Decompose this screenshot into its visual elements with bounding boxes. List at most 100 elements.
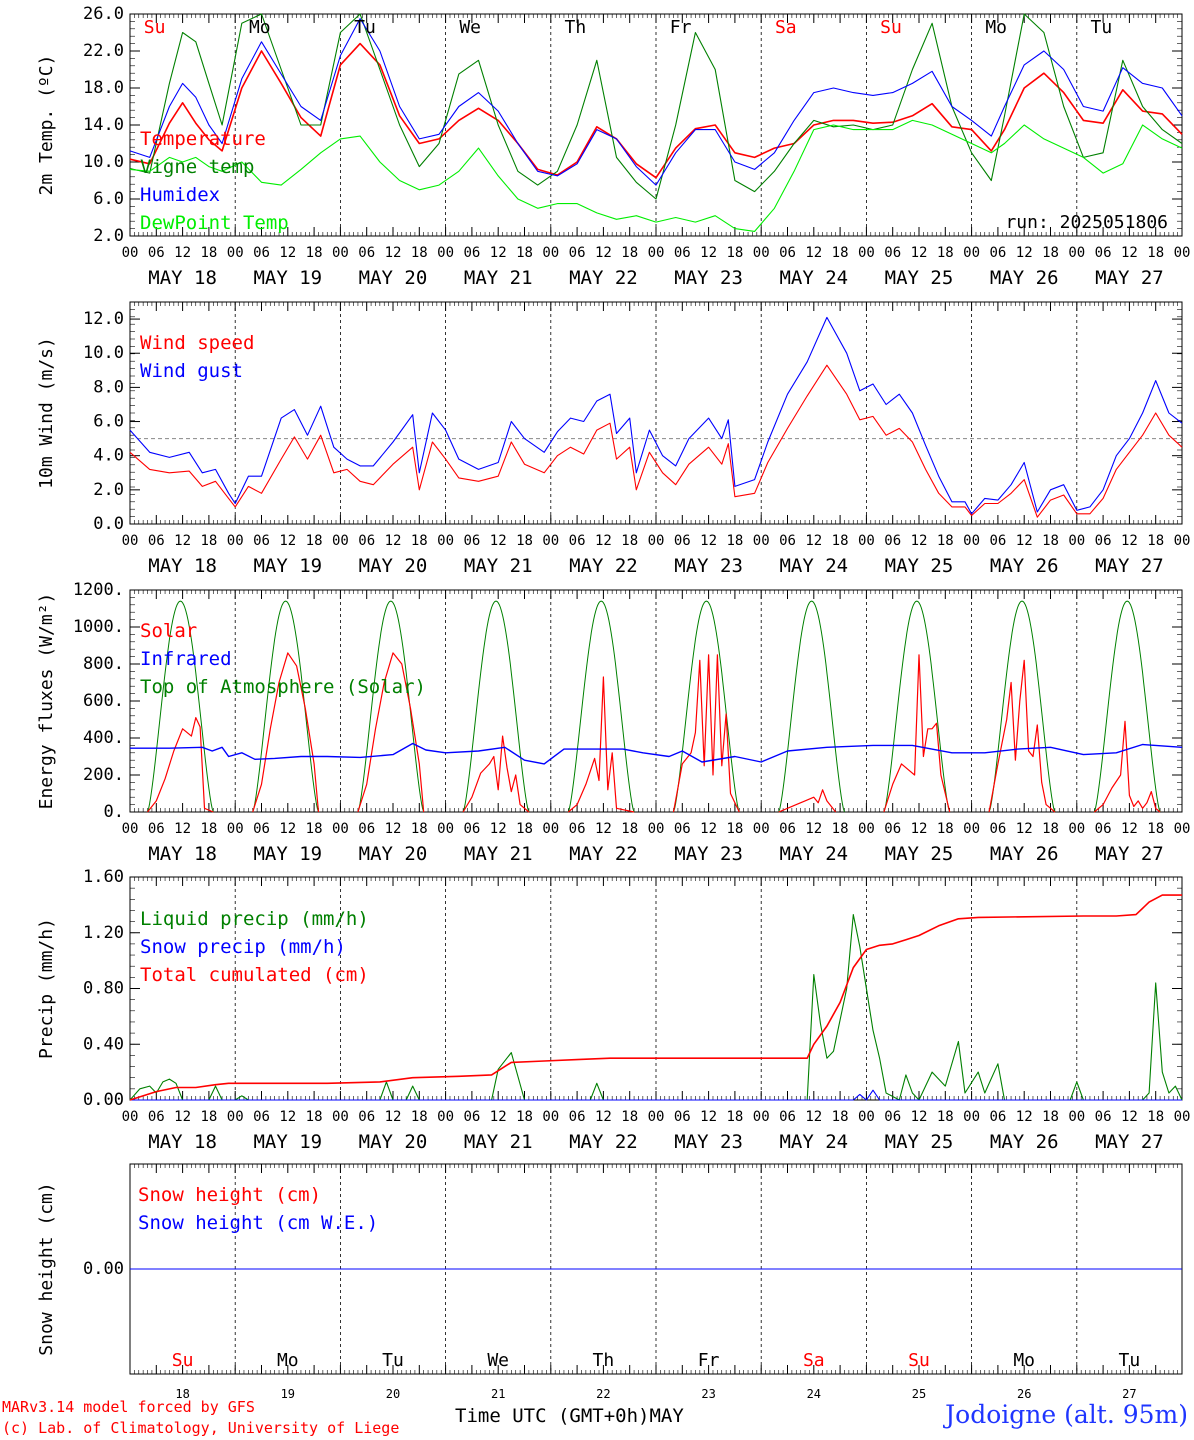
x-date-label: MAY 21	[464, 267, 533, 289]
x-hour-label: 00	[648, 533, 665, 549]
x-hour-label: 00	[753, 245, 770, 261]
station-title: Jodoigne (alt. 95m)	[945, 1400, 1188, 1429]
x-hour-label: 18	[306, 533, 323, 549]
y-tick-label: 1.60	[83, 867, 124, 887]
series-line-temperature-0	[129, 42, 1183, 179]
x-hour-label: 18	[1042, 821, 1059, 837]
x-hour-label: 12	[385, 1109, 402, 1125]
x-date-label: MAY 25	[885, 1131, 954, 1153]
x-hour-label: 00	[648, 821, 665, 837]
x-hour-label: 12	[1121, 533, 1138, 549]
x-hour-label: 12	[700, 821, 717, 837]
x-hour-label: 06	[358, 1109, 375, 1125]
day-name-label: Sa	[803, 1350, 825, 1371]
x-date-label: MAY 20	[359, 1131, 428, 1153]
x-hour-label: 12	[595, 821, 612, 837]
run-label: run: 2025051806	[1005, 212, 1168, 233]
x-hour-label: 12	[1016, 245, 1033, 261]
y-axis-title: 10m Wind (m/s)	[36, 337, 57, 489]
x-hour-label: 18	[516, 533, 533, 549]
y-tick-label: 0.	[104, 802, 124, 822]
legend-entry: Solar	[140, 620, 197, 642]
solar-curve	[1093, 720, 1161, 813]
x-hour-label: 12	[279, 533, 296, 549]
x-hour-label: 06	[569, 821, 586, 837]
x-hour-label: 12	[174, 533, 191, 549]
x-hour-label: 00	[437, 821, 454, 837]
x-hour-label: 00	[542, 821, 559, 837]
day-name-label: Th	[565, 17, 587, 38]
x-hour-label: 12	[595, 533, 612, 549]
x-day-number: 23	[701, 1387, 715, 1401]
x-hour-label: 18	[621, 245, 638, 261]
x-hour-label: 12	[490, 533, 507, 549]
x-date-label: MAY 22	[569, 555, 638, 577]
x-hour-label: 18	[516, 245, 533, 261]
day-name-label: Mo	[277, 1350, 299, 1371]
x-hour-label: 06	[358, 533, 375, 549]
y-tick-label: 0.80	[83, 979, 124, 999]
x-hour-label: 06	[884, 1109, 901, 1125]
y-tick-label: 18.0	[83, 78, 124, 98]
day-name-label: Su	[908, 1350, 930, 1371]
x-date-label: MAY 22	[569, 843, 638, 865]
x-date-label: MAY 23	[674, 843, 743, 865]
x-hour-label: 12	[279, 821, 296, 837]
x-hour-label: 00	[122, 245, 139, 261]
x-hour-label: 12	[805, 533, 822, 549]
x-hour-label: 18	[306, 1109, 323, 1125]
x-hour-label: 06	[674, 821, 691, 837]
x-hour-label: 12	[385, 821, 402, 837]
x-day-number: 24	[807, 1387, 821, 1401]
x-hour-label: 00	[1068, 245, 1085, 261]
x-hour-label: 06	[779, 1109, 796, 1125]
day-name-label: We	[459, 17, 481, 38]
series-line-precip-1	[130, 1089, 1182, 1101]
x-date-label: MAY 25	[885, 843, 954, 865]
x-date-label: MAY 23	[674, 555, 743, 577]
x-date-label: MAY 22	[569, 267, 638, 289]
x-date-label: MAY 22	[569, 1131, 638, 1153]
x-hour-label: 12	[1016, 1109, 1033, 1125]
x-hour-label: 18	[937, 821, 954, 837]
x-hour-label: 00	[1174, 533, 1191, 549]
x-hour-label: 06	[989, 1109, 1006, 1125]
x-hour-label: 06	[674, 533, 691, 549]
x-hour-label: 06	[253, 1109, 270, 1125]
x-hour-label: 00	[1068, 533, 1085, 549]
x-hour-label: 18	[200, 533, 217, 549]
x-hour-label: 12	[595, 245, 612, 261]
x-hour-label: 00	[963, 245, 980, 261]
solar-curve	[778, 789, 837, 813]
y-tick-label: 14.0	[83, 115, 124, 135]
x-hour-label: 06	[148, 821, 165, 837]
y-tick-label: 200.	[83, 765, 124, 785]
day-name-label: Mo	[1013, 1350, 1035, 1371]
x-hour-label: 00	[332, 245, 349, 261]
x-hour-label: 00	[542, 1109, 559, 1125]
x-date-label: MAY 21	[464, 1131, 533, 1153]
solar-curve	[252, 652, 320, 813]
y-tick-label: 0.0	[93, 514, 124, 534]
x-hour-label: 06	[253, 821, 270, 837]
y-tick-label: 10.0	[83, 152, 124, 172]
x-hour-label: 06	[148, 245, 165, 261]
x-date-label: MAY 19	[253, 555, 322, 577]
x-hour-label: 06	[569, 1109, 586, 1125]
x-date-label: MAY 27	[1095, 1131, 1164, 1153]
solar-curve	[147, 716, 214, 813]
x-hour-label: 12	[174, 821, 191, 837]
x-day-number: 21	[491, 1387, 505, 1401]
x-hour-label: 06	[884, 245, 901, 261]
legend-entry: DewPoint Temp	[140, 212, 289, 234]
x-date-label: MAY 27	[1095, 555, 1164, 577]
x-date-label: MAY 21	[464, 843, 533, 865]
x-date-label: MAY 18	[148, 267, 217, 289]
x-date-label: MAY 26	[990, 1131, 1059, 1153]
toa-solar-curve	[988, 600, 1056, 813]
x-hour-label: 06	[569, 245, 586, 261]
x-date-label: MAY 26	[990, 555, 1059, 577]
series-line-temperature-2	[129, 18, 1183, 186]
legend-entry: Humidex	[140, 184, 220, 206]
y-axis-title: Snow height (cm)	[36, 1182, 57, 1355]
